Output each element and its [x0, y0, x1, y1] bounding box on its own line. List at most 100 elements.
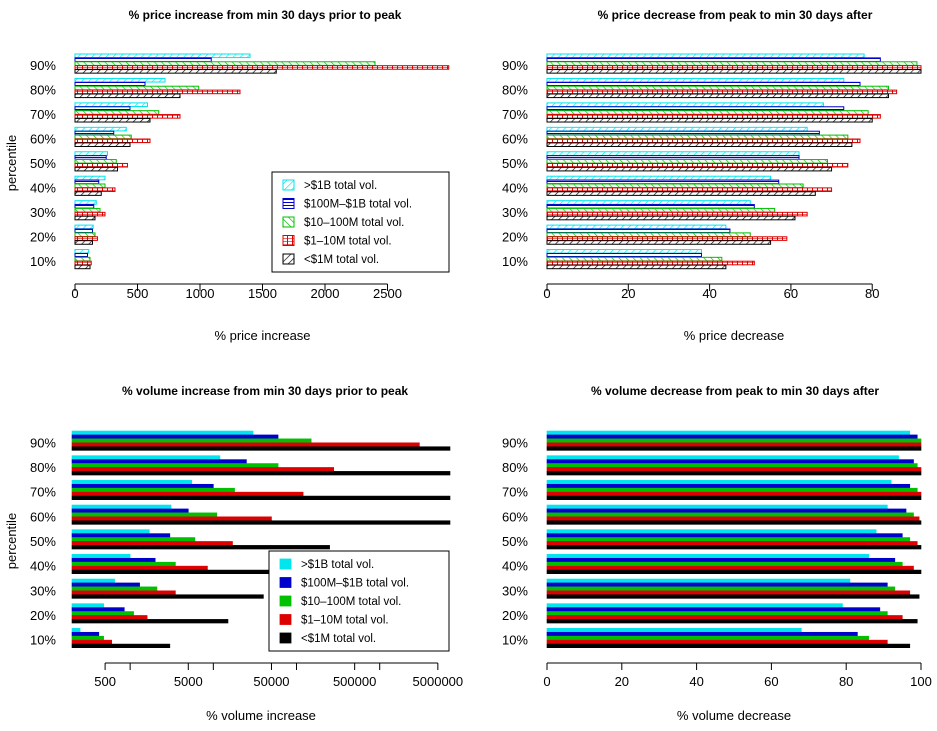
- bar: [74, 175, 106, 181]
- bar: [546, 480, 892, 485]
- y-tick-label: 50%: [30, 156, 56, 171]
- bar: [71, 603, 104, 608]
- bar: [546, 183, 804, 189]
- chart-title: % volume increase from min 30 days prior…: [122, 384, 408, 398]
- bar: [74, 85, 200, 91]
- bar: [74, 256, 91, 262]
- bar-group-80%: [71, 455, 451, 476]
- y-tick-label: 70%: [30, 107, 56, 122]
- bar: [74, 114, 181, 119]
- bar-group-10%: [546, 628, 911, 649]
- bar: [71, 459, 247, 464]
- bar: [546, 200, 751, 205]
- bar: [71, 619, 229, 624]
- bar: [71, 569, 279, 575]
- bar: [546, 459, 914, 464]
- bar: [546, 520, 922, 525]
- bar-group-70%: [546, 480, 922, 501]
- bar: [546, 594, 920, 599]
- panel-2: % price decrease from peak to min 30 day…: [502, 8, 922, 343]
- bar-group-40%: [546, 554, 922, 575]
- bar: [74, 187, 116, 192]
- bar: [71, 639, 112, 645]
- bar: [546, 260, 755, 266]
- legend-swatch: [282, 253, 295, 265]
- bar: [74, 61, 376, 66]
- bar-group-80%: [546, 455, 922, 476]
- bar: [74, 142, 131, 147]
- bar: [546, 166, 833, 172]
- bar: [71, 545, 330, 550]
- x-tick-label: 5000: [174, 674, 203, 689]
- bar-group-50%: [546, 529, 922, 550]
- bar: [546, 264, 727, 270]
- bar: [74, 155, 107, 160]
- bar: [71, 516, 272, 521]
- x-tick-label: 2000: [311, 286, 340, 301]
- bar: [74, 106, 131, 111]
- bar-group-60%: [546, 126, 861, 147]
- bar: [546, 611, 888, 616]
- bar: [546, 516, 920, 521]
- bar: [546, 57, 881, 62]
- bar: [546, 554, 869, 559]
- bar: [74, 151, 108, 156]
- bar: [546, 615, 903, 620]
- bar: [546, 162, 849, 168]
- bar: [546, 77, 845, 83]
- legend-swatch: [279, 632, 292, 644]
- x-tick-label: 1500: [248, 286, 277, 301]
- legend-label: <$1M total vol.: [301, 633, 376, 645]
- bar-group-20%: [71, 603, 229, 624]
- bar: [546, 434, 918, 439]
- x-tick-label: 50000: [253, 674, 289, 689]
- bar: [71, 471, 451, 476]
- bar: [74, 228, 93, 234]
- bar: [546, 114, 881, 119]
- bar-group-30%: [546, 578, 920, 599]
- bar: [74, 191, 102, 196]
- bar: [74, 183, 106, 189]
- x-axis-label: % price decrease: [684, 328, 784, 343]
- bar-group-60%: [74, 126, 151, 147]
- bar: [546, 446, 922, 451]
- x-tick-label: 0: [543, 674, 550, 689]
- y-tick-label: 80%: [30, 83, 56, 98]
- bar: [546, 110, 869, 115]
- legend-swatch: [279, 614, 292, 625]
- y-tick-label: 10%: [502, 633, 528, 648]
- bar: [546, 69, 922, 74]
- bar: [546, 249, 702, 254]
- bar: [546, 228, 731, 234]
- bar: [71, 467, 335, 472]
- bar: [74, 89, 241, 95]
- bar-group-90%: [74, 53, 450, 74]
- x-tick-label: 2500: [373, 286, 402, 301]
- bar-group-50%: [71, 529, 330, 550]
- bar-group-80%: [546, 77, 898, 99]
- legend-label: >$1B total vol.: [304, 180, 377, 192]
- bar: [546, 561, 903, 567]
- bar-group-30%: [546, 200, 808, 221]
- bar-group-40%: [74, 175, 116, 196]
- bar: [74, 204, 95, 209]
- bar: [546, 117, 873, 123]
- bar: [71, 446, 451, 451]
- bar: [71, 565, 208, 571]
- bar: [546, 215, 796, 221]
- y-tick-label: 50%: [502, 156, 528, 171]
- bar: [71, 495, 451, 501]
- bar: [71, 611, 134, 616]
- bar: [74, 53, 251, 59]
- legend-label: >$1B total vol.: [301, 559, 374, 571]
- legend-label: <$1M total vol.: [304, 254, 379, 266]
- bar: [546, 491, 922, 497]
- x-tick-label: 500: [94, 674, 116, 689]
- bar: [74, 264, 91, 270]
- bar: [71, 504, 172, 509]
- bar: [71, 554, 131, 559]
- y-tick-label: 30%: [30, 205, 56, 220]
- bar: [546, 240, 772, 245]
